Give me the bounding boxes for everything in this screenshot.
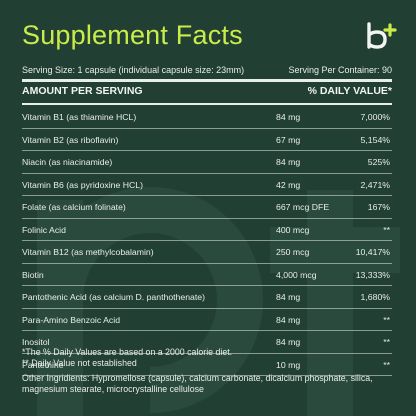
nutrient-daily-value: ** [383,314,390,325]
divider-thick [22,79,392,82]
table-row: Vitamin B6 (as pyridoxine HCL) 42 mg 2,471… [22,174,392,196]
nutrient-daily-value: 525% [367,157,390,167]
table-row: Folinic Acid 400 mcg ** [22,219,392,241]
page-title: Supplement Facts [22,20,243,50]
nutrient-daily-value: ** [383,359,390,370]
table-row: Vitamin B1 (as thiamine HCL) 84 mg 7,000% [22,106,392,129]
nutrient-daily-value: 7,000% [360,112,390,122]
nutrient-name: Folate (as calcium folinate) [22,202,126,212]
nutrient-name: Inositol [22,337,50,347]
nutrient-table: Vitamin B1 (as thiamine HCL) 84 mg 7,000% V… [22,106,392,376]
nutrient-daily-value: 167% [367,202,390,212]
table-row: Pantethine 10 mg ** [22,354,392,376]
table-header: AMOUNT PER SERVING % DAILY VALUE* [22,85,392,97]
nutrient-amount: 84 mg [276,157,301,167]
nutrient-name: Vitamin B1 (as thiamine HCL) [22,112,137,122]
table-row: Biotin 4,000 mcg 13,333% [22,264,392,286]
nutrient-amount: 84 mg [276,292,301,302]
not-established-note: ** Daily Value not established [22,358,137,368]
nutrient-name: Para-Amino Benzoic Acid [22,314,121,325]
footnotes: *The % Daily Values are based on a 2000 … [22,347,396,395]
nutrient-daily-value: 1,680% [360,292,390,302]
nutrient-amount: 84 mg [276,337,301,347]
amount-per-serving-header: AMOUNT PER SERVING [22,85,143,97]
table-row: Para-Amino Benzoic Acid 84 mg ** [22,309,392,331]
serving-size: Serving Size: 1 capsule (individual caps… [22,65,245,75]
nutrient-daily-value: 13,333% [355,269,390,280]
nutrient-amount: 84 mg [276,112,301,122]
nutrient-daily-value: 2,471% [360,179,390,190]
nutrient-amount: 42 mg [276,179,301,190]
serving-info: Serving Size: 1 capsule (individual caps… [22,65,392,75]
nutrient-amount: 4,000 mcg [276,269,317,280]
nutrient-name: Pantothenic Acid (as calcium D. panthoth… [22,292,206,302]
nutrient-amount: 67 mg [276,134,301,145]
nutrient-name: Niacin (as niacinamide) [22,157,113,167]
nutrient-name: Vitamin B2 (as riboflavin) [22,134,119,145]
table-row: Inositol 84 mg ** [22,331,392,354]
nutrient-name: Vitamin B6 (as pyridoxine HCL) [22,179,144,190]
nutrient-name: Folinic Acid [22,224,66,235]
table-row: Pantothenic Acid (as calcium D. panthoth… [22,286,392,309]
servings-per-container: Serving Per Container: 90 [288,65,392,75]
nutrient-daily-value: ** [383,224,390,235]
table-row: Vitamin B12 (as methylcobalamin) 250 mcg 1… [22,241,392,264]
daily-value-note: *The % Daily Values are based on a 2000 … [22,347,233,357]
other-ingredients: Other Ingridients: Hypromellose (capsule… [22,373,373,394]
nutrient-name: Vitamin B12 (as methylcobalamin) [22,247,154,257]
nutrient-amount: 84 mg [276,314,301,325]
nutrient-daily-value: 5,154% [360,134,390,145]
daily-value-header: % DAILY VALUE* [307,85,392,97]
nutrient-daily-value: 10,417% [355,247,390,257]
divider-header [22,103,392,105]
nutrient-amount: 10 mg [276,359,301,370]
nutrient-amount: 400 mcg [276,224,310,235]
nutrient-name: Biotin [22,269,44,280]
nutrient-name: Pantethine [22,359,64,370]
b-plus-logo [367,22,397,49]
nutrient-amount: 667 mcg DFE [276,202,330,212]
nutrient-daily-value: ** [383,337,390,347]
nutrient-amount: 250 mcg [276,247,310,257]
table-row: Folate (as calcium folinate) 667 mcg DFE 1… [22,196,392,219]
table-row: Niacin (as niacinamide) 84 mg 525% [22,151,392,174]
table-row: Vitamin B2 (as riboflavin) 67 mg 5,154% [22,129,392,151]
